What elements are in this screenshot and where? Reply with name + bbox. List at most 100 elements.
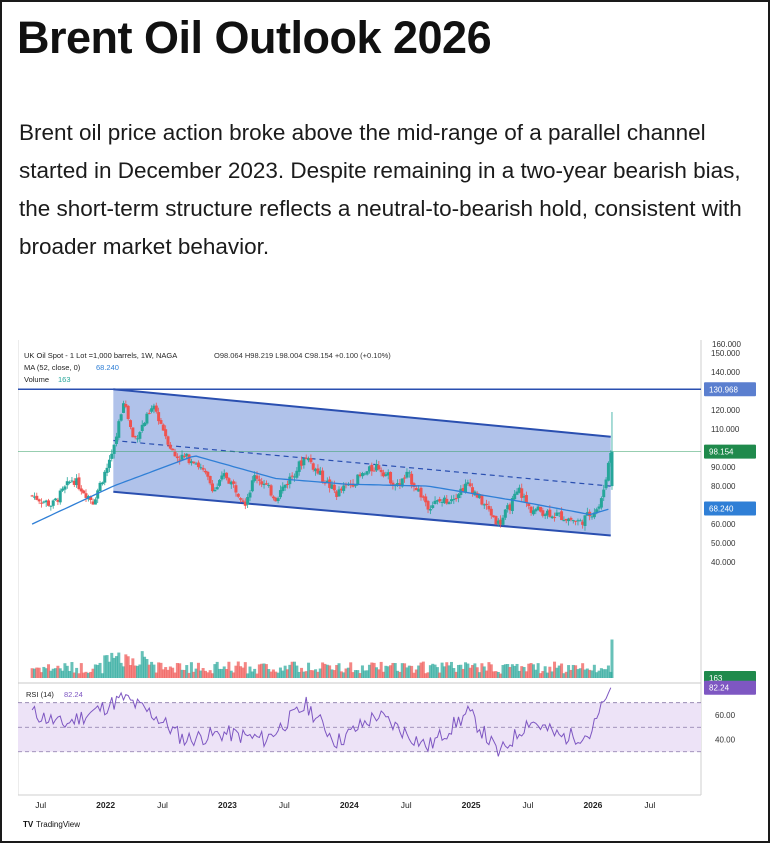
candle-body xyxy=(222,473,226,477)
candle-body xyxy=(487,505,491,510)
rsi-label: RSI (14) xyxy=(26,690,54,699)
resistance-badge-bg xyxy=(704,382,756,397)
volume-bar xyxy=(520,666,524,678)
volume-bar xyxy=(79,663,83,678)
volume-bar xyxy=(302,671,306,678)
candle-body xyxy=(546,510,550,516)
candle-body xyxy=(524,495,528,503)
candle-body xyxy=(567,518,571,522)
candle-body xyxy=(68,482,72,484)
candle-body xyxy=(353,485,357,487)
volume-bar xyxy=(400,663,404,678)
candle-body xyxy=(485,503,489,506)
volume-bar xyxy=(464,662,468,678)
candle-body xyxy=(281,486,285,492)
volume-bar xyxy=(585,668,589,678)
candle-body xyxy=(30,495,34,497)
candle-body xyxy=(32,496,36,498)
candle-body xyxy=(374,464,378,471)
volume-bar xyxy=(93,664,97,678)
volume-bar xyxy=(70,662,74,678)
volume-bar xyxy=(351,672,355,678)
candle-body xyxy=(58,490,62,503)
volume-bar xyxy=(152,664,156,678)
volume-bar xyxy=(403,663,407,678)
candle-body xyxy=(304,457,308,460)
volume-bar xyxy=(414,669,418,678)
candle-body xyxy=(164,429,168,437)
candle-body xyxy=(499,519,503,525)
candle-body xyxy=(229,481,233,485)
price-tick-label: 50.000 xyxy=(711,539,736,548)
candle-body xyxy=(337,489,341,497)
candle-body xyxy=(107,459,111,468)
candle-body xyxy=(290,475,294,477)
volume-bar xyxy=(433,664,437,678)
candle-body xyxy=(75,478,79,486)
volume-bar xyxy=(524,671,528,678)
volume-bar xyxy=(360,665,364,678)
volume-bar xyxy=(110,652,114,678)
volume-bar xyxy=(396,670,400,678)
volume-bar xyxy=(496,672,500,678)
candle-body xyxy=(150,408,154,412)
rsi-badge: 82.24 xyxy=(709,684,730,693)
candle-body xyxy=(239,498,243,500)
candle-body xyxy=(316,468,320,474)
candle-body xyxy=(396,483,400,485)
volume-bar xyxy=(330,669,334,678)
candle-body xyxy=(433,500,437,505)
candle-body xyxy=(578,520,582,522)
candle-body xyxy=(234,485,238,493)
candle-body xyxy=(330,484,334,489)
brent-chart: UK Oil Spot - 1 Lot =1,000 barrels, 1W, … xyxy=(17,340,756,832)
candle-body xyxy=(140,424,144,431)
rsi-line xyxy=(31,687,612,757)
candle-body xyxy=(466,482,470,485)
candle-body xyxy=(267,484,271,486)
volume-bar xyxy=(229,670,233,678)
volume-bar xyxy=(248,666,252,678)
volume-bar xyxy=(84,671,88,678)
volume-bar xyxy=(168,666,172,678)
candle-body xyxy=(192,461,196,464)
volume-bar xyxy=(529,663,533,678)
candle-body xyxy=(531,510,535,515)
price-tick-top: 160.000 xyxy=(712,340,741,349)
candle-body xyxy=(300,460,304,466)
volume-bar xyxy=(384,665,388,678)
candle-body xyxy=(440,501,444,503)
volume-bar xyxy=(428,665,432,678)
candle-body xyxy=(246,497,250,505)
volume-bar xyxy=(126,656,130,678)
volume-bar xyxy=(150,661,154,678)
volume-bar xyxy=(421,661,425,678)
candle-body xyxy=(414,488,418,491)
ma-badge: 68.240 xyxy=(709,504,734,513)
volume-bar xyxy=(578,668,582,678)
candle-body xyxy=(63,486,67,490)
symbol-label: UK Oil Spot - 1 Lot =1,000 barrels, 1W, … xyxy=(24,351,177,360)
volume-bar xyxy=(143,656,147,678)
candle-body xyxy=(536,506,540,511)
candle-body xyxy=(253,475,257,481)
candle-body xyxy=(363,473,367,475)
candle-body xyxy=(581,521,585,525)
volume-bar xyxy=(262,663,266,678)
volume-bar xyxy=(121,666,125,678)
volume-bar xyxy=(492,671,496,678)
volume-bar xyxy=(65,665,69,678)
volume-bar xyxy=(391,662,395,678)
candle-body xyxy=(447,502,451,505)
volume-bar xyxy=(32,668,36,678)
candle-body xyxy=(157,412,161,422)
volume-bar xyxy=(374,667,378,678)
candle-body xyxy=(351,483,355,487)
candle-body xyxy=(271,496,275,499)
chart-svg: UK Oil Spot - 1 Lot =1,000 barrels, 1W, … xyxy=(17,340,756,832)
candle-body xyxy=(220,475,224,480)
volume-bar xyxy=(339,671,343,678)
candle-body xyxy=(407,472,411,474)
candle-body xyxy=(562,520,566,522)
candle-body xyxy=(117,421,121,438)
